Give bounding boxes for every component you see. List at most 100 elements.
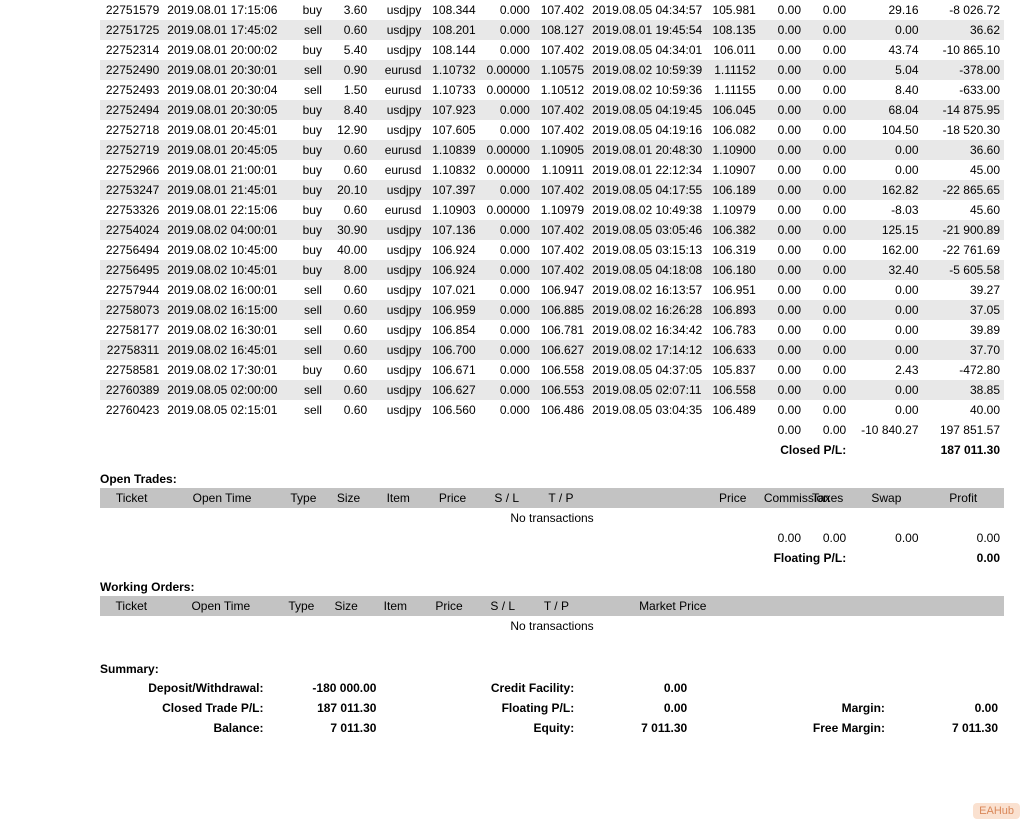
cell-ticket: 22758073 (100, 300, 163, 320)
cell-p1: 106.671 (425, 360, 479, 380)
cell-sl: 0.000 (480, 300, 534, 320)
cell-ticket: 22757944 (100, 280, 163, 300)
cell-comm: 0.00 (760, 340, 805, 360)
table-row[interactable]: 227515792019.08.01 17:15:06buy3.60usdjpy… (100, 0, 1004, 20)
table-row[interactable]: 227529662019.08.01 21:00:01buy0.60eurusd… (100, 160, 1004, 180)
working-orders-title: Working Orders: (100, 580, 1004, 594)
cell-tax: 0.00 (805, 220, 850, 240)
cell-size: 12.90 (326, 120, 371, 140)
cell-profit: -22 761.69 (923, 240, 1004, 260)
cell-p2: 106.045 (706, 100, 760, 120)
cell-swap: 0.00 (850, 320, 922, 340)
cell-size: 0.60 (326, 140, 371, 160)
cell-tax: 0.00 (805, 160, 850, 180)
cpl-val: 187 011.30 (270, 698, 383, 718)
table-row[interactable]: 227579442019.08.02 16:00:01sell0.60usdjp… (100, 280, 1004, 300)
cell-size: 0.60 (326, 340, 371, 360)
cell-tp: 107.402 (534, 0, 588, 20)
cell-item: usdjpy (371, 20, 425, 40)
credit-val: 0.00 (580, 678, 693, 698)
closed-totals-row: 0.00 0.00 -10 840.27 197 851.57 (100, 420, 1004, 440)
table-row[interactable]: 227533262019.08.01 22:15:06buy0.60eurusd… (100, 200, 1004, 220)
cell-sl: 0.00000 (480, 160, 534, 180)
cell-t2: 2019.08.05 03:05:46 (588, 220, 706, 240)
cell-t1: 2019.08.01 20:30:01 (163, 60, 281, 80)
col-header (588, 488, 706, 508)
cell-t2: 2019.08.01 20:48:30 (588, 140, 706, 160)
cell-profit: -21 900.89 (923, 220, 1004, 240)
table-row[interactable]: 227564952019.08.02 10:45:01buy8.00usdjpy… (100, 260, 1004, 280)
cell-t1: 2019.08.01 20:45:05 (163, 140, 281, 160)
cell-t1: 2019.08.01 20:30:05 (163, 100, 281, 120)
cell-sl: 0.000 (480, 360, 534, 380)
cell-tax: 0.00 (805, 260, 850, 280)
fm-val: 7 011.30 (891, 718, 1004, 738)
table-row[interactable]: 227580732019.08.02 16:15:00sell0.60usdjp… (100, 300, 1004, 320)
table-row[interactable]: 227524902019.08.01 20:30:01sell0.90eurus… (100, 60, 1004, 80)
cell-comm: 0.00 (760, 360, 805, 380)
cell-comm: 0.00 (760, 20, 805, 40)
cell-profit: 36.62 (923, 20, 1004, 40)
table-row[interactable]: 227524932019.08.01 20:30:04sell1.50eurus… (100, 80, 1004, 100)
table-row[interactable]: 227583112019.08.02 16:45:01sell0.60usdjp… (100, 340, 1004, 360)
cell-t1: 2019.08.01 17:15:06 (163, 0, 281, 20)
cell-profit: -472.80 (923, 360, 1004, 380)
cell-swap: 0.00 (850, 400, 922, 420)
bal-val: 7 011.30 (270, 718, 383, 738)
summary-title: Summary: (100, 662, 1004, 676)
cell-item: usdjpy (371, 280, 425, 300)
cell-ticket: 22758581 (100, 360, 163, 380)
cell-item: eurusd (371, 60, 425, 80)
cell-p2: 105.981 (706, 0, 760, 20)
cell-t2: 2019.08.05 03:04:35 (588, 400, 706, 420)
cell-swap: 29.16 (850, 0, 922, 20)
cell-comm: 0.00 (760, 300, 805, 320)
cell-p2: 1.11155 (706, 80, 760, 100)
table-row[interactable]: 227603892019.08.05 02:00:00sell0.60usdjp… (100, 380, 1004, 400)
table-row[interactable]: 227527192019.08.01 20:45:05buy0.60eurusd… (100, 140, 1004, 160)
table-row[interactable]: 227604232019.08.05 02:15:01sell0.60usdjp… (100, 400, 1004, 420)
cell-sl: 0.000 (480, 180, 534, 200)
table-row[interactable]: 227564942019.08.02 10:45:00buy40.00usdjp… (100, 240, 1004, 260)
cell-item: usdjpy (371, 300, 425, 320)
cell-sl: 0.000 (480, 320, 534, 340)
table-row[interactable]: 227524942019.08.01 20:30:05buy8.40usdjpy… (100, 100, 1004, 120)
col-header: Price (706, 488, 760, 508)
cell-p1: 108.344 (425, 0, 479, 20)
col-header: Taxes (805, 488, 850, 508)
table-row[interactable]: 227532472019.08.01 21:45:01buy20.10usdjp… (100, 180, 1004, 200)
table-row[interactable]: 227540242019.08.02 04:00:01buy30.90usdjp… (100, 220, 1004, 240)
cell-p1: 107.136 (425, 220, 479, 240)
working-orders-table: TicketOpen TimeTypeSizeItemPriceS / LT /… (100, 596, 1004, 636)
cell-tax: 0.00 (805, 120, 850, 140)
cell-item: eurusd (371, 200, 425, 220)
col-header: Ticket (100, 488, 163, 508)
table-row[interactable]: 227527182019.08.01 20:45:01buy12.90usdjp… (100, 120, 1004, 140)
cell-p1: 108.201 (425, 20, 479, 40)
table-row[interactable]: 227523142019.08.01 20:00:02buy5.40usdjpy… (100, 40, 1004, 60)
cell-comm: 0.00 (760, 320, 805, 340)
open-trades-title: Open Trades: (100, 472, 1004, 486)
cell-sl: 0.000 (480, 400, 534, 420)
table-row[interactable]: 227581772019.08.02 16:30:01sell0.60usdjp… (100, 320, 1004, 340)
col-header: T / P (530, 596, 584, 616)
cell-profit: -22 865.65 (923, 180, 1004, 200)
cell-p2: 106.633 (706, 340, 760, 360)
cell-type: sell (281, 340, 326, 360)
cell-type: buy (281, 220, 326, 240)
cell-item: usdjpy (371, 180, 425, 200)
cell-t1: 2019.08.02 10:45:01 (163, 260, 281, 280)
table-row[interactable]: 227585812019.08.02 17:30:01buy0.60usdjpy… (100, 360, 1004, 380)
cell-comm: 0.00 (760, 380, 805, 400)
cell-profit: 37.05 (923, 300, 1004, 320)
cell-type: buy (281, 160, 326, 180)
cell-item: usdjpy (371, 100, 425, 120)
cell-p2: 106.382 (706, 220, 760, 240)
cell-item: eurusd (371, 160, 425, 180)
cell-t2: 2019.08.05 04:34:57 (588, 0, 706, 20)
working-empty: No transactions (100, 616, 1004, 636)
cell-comm: 0.00 (760, 0, 805, 20)
cell-comm: 0.00 (760, 400, 805, 420)
table-row[interactable]: 227517252019.08.01 17:45:02sell0.60usdjp… (100, 20, 1004, 40)
cell-comm: 0.00 (760, 240, 805, 260)
